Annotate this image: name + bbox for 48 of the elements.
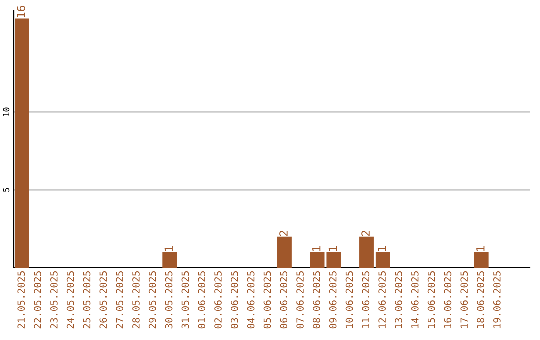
x-tick-label: 13.06.2025 xyxy=(395,272,402,328)
bar xyxy=(474,252,489,268)
x-tick-label: 19.06.2025 xyxy=(494,272,501,328)
bar xyxy=(360,236,374,268)
x-tick-label: 22.05.2025 xyxy=(34,272,42,329)
x-tick-label: 24.05.2025 xyxy=(66,272,74,329)
data-label: 1 xyxy=(328,246,338,252)
data-label: 1 xyxy=(164,246,173,252)
x-tick-label: 08.06.2025 xyxy=(313,272,320,329)
x-tick-label: 18.06.2025 xyxy=(477,272,484,328)
x-tick-label: 06.06.2025 xyxy=(280,272,288,329)
x-tick-label: 23.05.2025 xyxy=(50,272,58,329)
x-tick-label: 01.06.2025 xyxy=(198,272,206,329)
x-tick-label: 15.06.2025 xyxy=(428,272,436,328)
x-tick-label: 14.06.2025 xyxy=(411,272,419,328)
x-tick-label: 07.06.2025 xyxy=(296,272,304,329)
x-tick-label: 30.05.2025 xyxy=(165,272,173,329)
x-tick-label: 27.05.2025 xyxy=(116,272,124,329)
y-tick-label: 5 xyxy=(3,188,10,192)
x-tick-label: 21.05.2025 xyxy=(18,272,26,329)
bar xyxy=(14,18,30,268)
x-tick-label: 31.05.2025 xyxy=(182,272,190,329)
data-label: 1 xyxy=(476,246,485,252)
x-tick-label: 04.06.2025 xyxy=(247,272,255,329)
x-tick-label: 11.06.2025 xyxy=(362,272,370,328)
x-tick-label: 09.06.2025 xyxy=(329,272,337,329)
y-tick-label: 10 xyxy=(3,108,10,116)
x-tick-label: 05.06.2025 xyxy=(264,272,272,329)
x-tick-label: 26.05.2025 xyxy=(100,272,108,329)
x-tick-label: 17.06.2025 xyxy=(460,272,468,328)
x-tick-label: 29.05.2025 xyxy=(148,272,156,329)
bar xyxy=(277,236,292,268)
x-tick-label: 25.05.2025 xyxy=(83,272,91,329)
x-tick-label: 02.06.2025 xyxy=(214,272,222,329)
bar xyxy=(326,252,342,268)
x-tick-label: 03.06.2025 xyxy=(230,272,238,329)
data-label: 1 xyxy=(378,246,386,252)
x-tick-label: 28.05.2025 xyxy=(132,272,140,329)
data-label: 2 xyxy=(362,231,370,236)
data-label: 2 xyxy=(280,231,288,236)
x-tick-label: 10.06.2025 xyxy=(346,272,354,328)
bar xyxy=(310,252,325,268)
data-label: 16 xyxy=(17,6,26,18)
bar xyxy=(376,252,390,268)
x-tick-label: 16.06.2025 xyxy=(444,272,452,328)
data-label: 1 xyxy=(312,246,321,252)
x-tick-label: 12.06.2025 xyxy=(378,272,386,328)
bar xyxy=(162,252,178,268)
